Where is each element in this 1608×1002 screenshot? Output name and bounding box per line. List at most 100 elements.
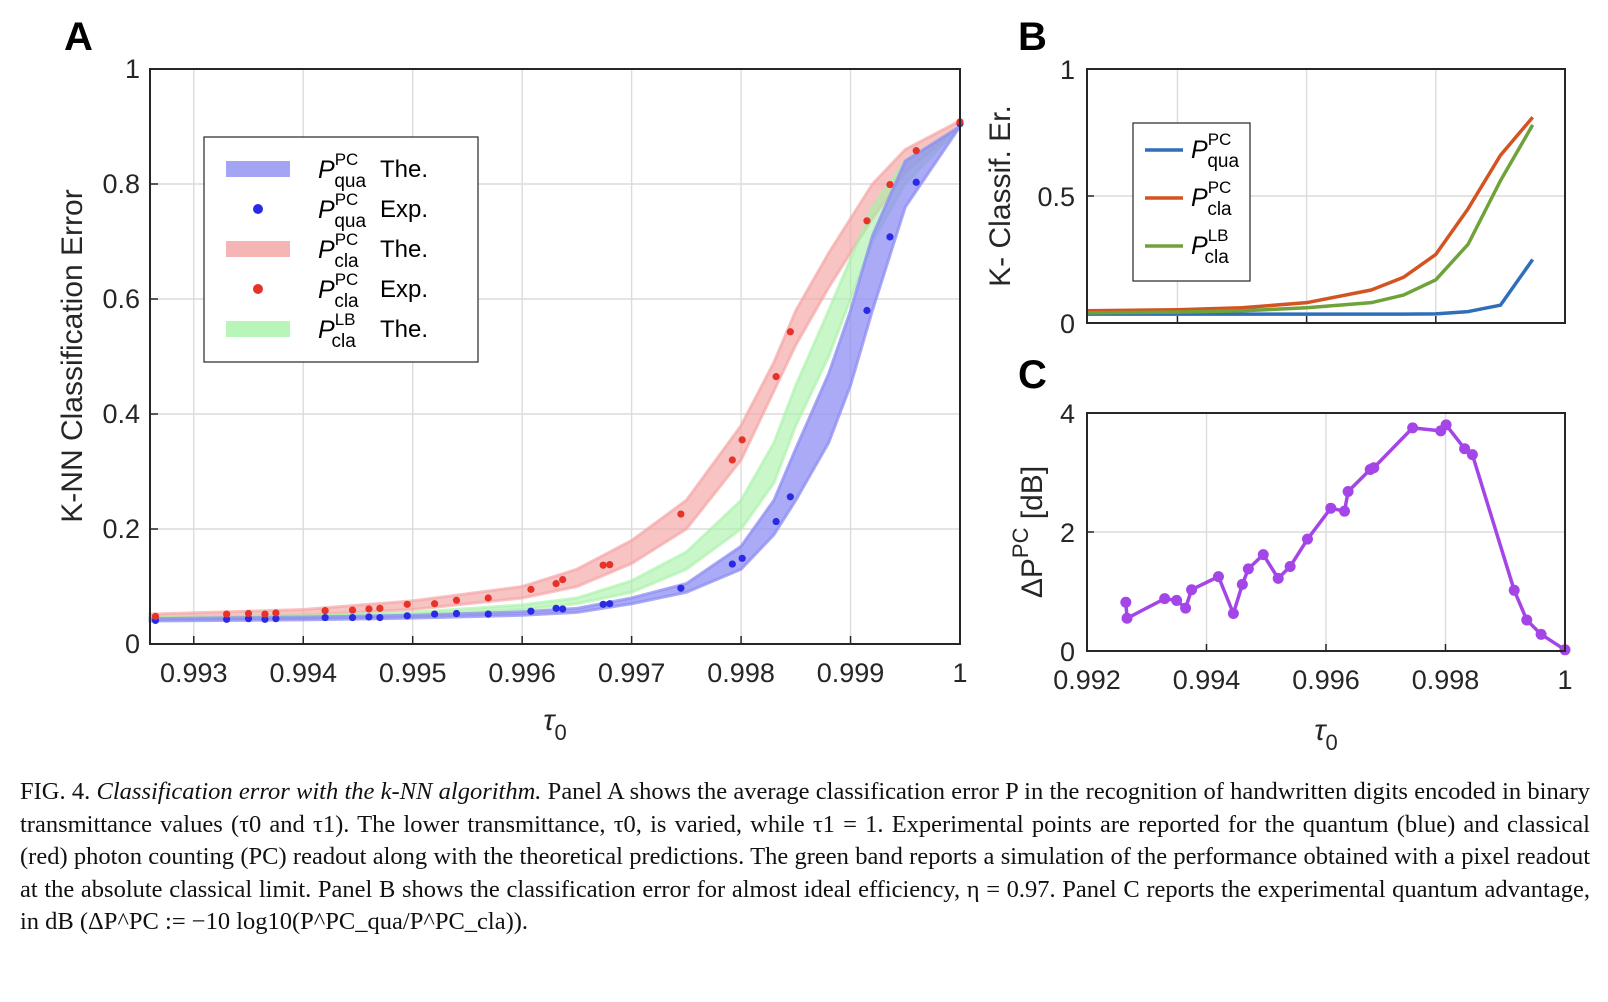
chart-c-ylabel: ΔPPC [dB]: [1008, 466, 1049, 598]
chart-c-line: [1120, 419, 1571, 656]
point-cla_exp: [151, 612, 160, 621]
point-cla_exp: [348, 606, 357, 614]
point-advantage: [1227, 608, 1239, 620]
point-cla_exp: [552, 580, 560, 588]
chart-a-xlabel: τ0: [543, 704, 566, 745]
point-cla_exp: [272, 609, 280, 617]
point-cla_exp: [677, 510, 685, 518]
tick-label-x: 1: [952, 658, 967, 688]
point-cla_exp: [738, 436, 746, 444]
point-cla_exp: [527, 585, 535, 593]
point-qua_exp: [403, 612, 411, 620]
chart-b-legend: PPC qua PPC cla PLB cla: [1132, 122, 1251, 282]
legend-tag: Exp.: [380, 196, 428, 223]
point-advantage: [1508, 584, 1520, 596]
point-advantage: [1171, 594, 1183, 606]
point-qua_exp: [886, 233, 894, 241]
point-cla_exp: [912, 147, 920, 155]
point-cla_exp: [559, 576, 567, 584]
panel-label-c: C: [1018, 353, 1047, 397]
point-advantage: [1325, 502, 1337, 514]
point-advantage: [1236, 578, 1248, 590]
tick-label-x: 0.996: [1292, 665, 1360, 695]
point-qua_exp: [527, 607, 535, 615]
chart-a-frame: [149, 68, 961, 645]
legend-marker: [253, 204, 263, 214]
point-cla_exp: [772, 373, 780, 381]
point-advantage: [1301, 533, 1313, 545]
legend-swatch: [226, 321, 290, 337]
tick-label-x: 0.999: [817, 658, 885, 688]
caption-title: Classification error with the k-NN algor…: [96, 778, 542, 805]
legend-tag: The.: [380, 316, 428, 343]
point-advantage: [1242, 563, 1254, 575]
point-advantage: [1257, 549, 1269, 561]
point-qua_exp: [677, 584, 685, 592]
point-cla_exp: [403, 600, 411, 608]
point-advantage: [1212, 571, 1224, 583]
point-qua_exp: [430, 610, 439, 618]
tick-label-x: 0.998: [707, 658, 775, 688]
tick-label-x: 0.992: [1053, 665, 1121, 695]
point-qua_exp: [552, 604, 560, 612]
point-advantage: [1159, 593, 1171, 605]
point-cla_exp: [244, 609, 253, 618]
tick-label-x: 0.993: [160, 658, 228, 688]
point-cla_exp: [430, 600, 439, 608]
tick-label-y: 0.8: [102, 169, 140, 199]
point-qua_exp: [321, 613, 329, 622]
chart-a-points: [151, 118, 964, 625]
point-cla_exp: [599, 561, 607, 569]
point-cla_exp: [886, 180, 894, 189]
tick-label-x: 0.997: [598, 658, 666, 688]
tick-label-x: 0.998: [1412, 665, 1480, 695]
tick-label-x: 0.994: [1173, 665, 1241, 695]
point-advantage: [1407, 422, 1419, 434]
point-cla_exp: [786, 328, 794, 336]
legend-entry: PPC cla: [318, 230, 359, 272]
point-advantage: [1284, 561, 1296, 573]
legend-entry: PPC qua: [318, 190, 366, 232]
tick-label-y: 0: [1060, 637, 1075, 667]
point-qua_exp: [738, 554, 746, 562]
point-cla_exp: [261, 610, 269, 618]
point-advantage: [1180, 602, 1192, 614]
legend-entry: PPC qua: [318, 150, 366, 192]
point-cla_exp: [863, 217, 871, 225]
point-cla_exp: [223, 610, 231, 618]
caption-label: FIG. 4.: [20, 778, 91, 805]
tick-label-y: 0.2: [102, 514, 140, 544]
legend-entry: PPC cla: [318, 270, 359, 312]
series-cla: [1086, 116, 1535, 313]
point-qua_exp: [244, 615, 253, 623]
tick-label-x: 0.994: [269, 658, 337, 688]
point-qua_exp: [272, 615, 280, 623]
point-qua_exp: [365, 613, 373, 621]
series-lb: [1086, 124, 1535, 315]
caption-body: Panel A shows the average classification…: [20, 778, 1590, 935]
tick-label-y: 0.4: [102, 399, 140, 429]
legend-entry: PPC cla: [1191, 178, 1232, 220]
point-advantage: [1466, 449, 1478, 461]
point-qua_exp: [559, 605, 567, 613]
point-qua_exp: [452, 609, 461, 618]
legend-entry: PLB cla: [318, 310, 356, 352]
tick-label-y: 0.5: [1037, 182, 1075, 212]
point-advantage: [1440, 419, 1452, 431]
point-cla_exp: [452, 596, 461, 604]
point-cla_exp: [365, 605, 373, 613]
tick-label-x: 0.996: [488, 658, 556, 688]
point-qua_exp: [376, 613, 384, 622]
point-advantage: [1339, 505, 1351, 517]
chart-c-xlabel: τ0: [1314, 714, 1337, 755]
legend-marker: [253, 284, 263, 294]
point-advantage: [1368, 462, 1380, 474]
figure-caption: FIG. 4. Classification error with the k-…: [20, 776, 1590, 939]
series-qua: [1087, 258, 1535, 316]
point-qua_exp: [863, 306, 871, 315]
point-qua_exp: [912, 178, 920, 186]
chart-a-ylabel: K-NN Classification Error: [56, 189, 89, 522]
point-advantage: [1121, 612, 1133, 624]
point-advantage: [1186, 584, 1198, 596]
